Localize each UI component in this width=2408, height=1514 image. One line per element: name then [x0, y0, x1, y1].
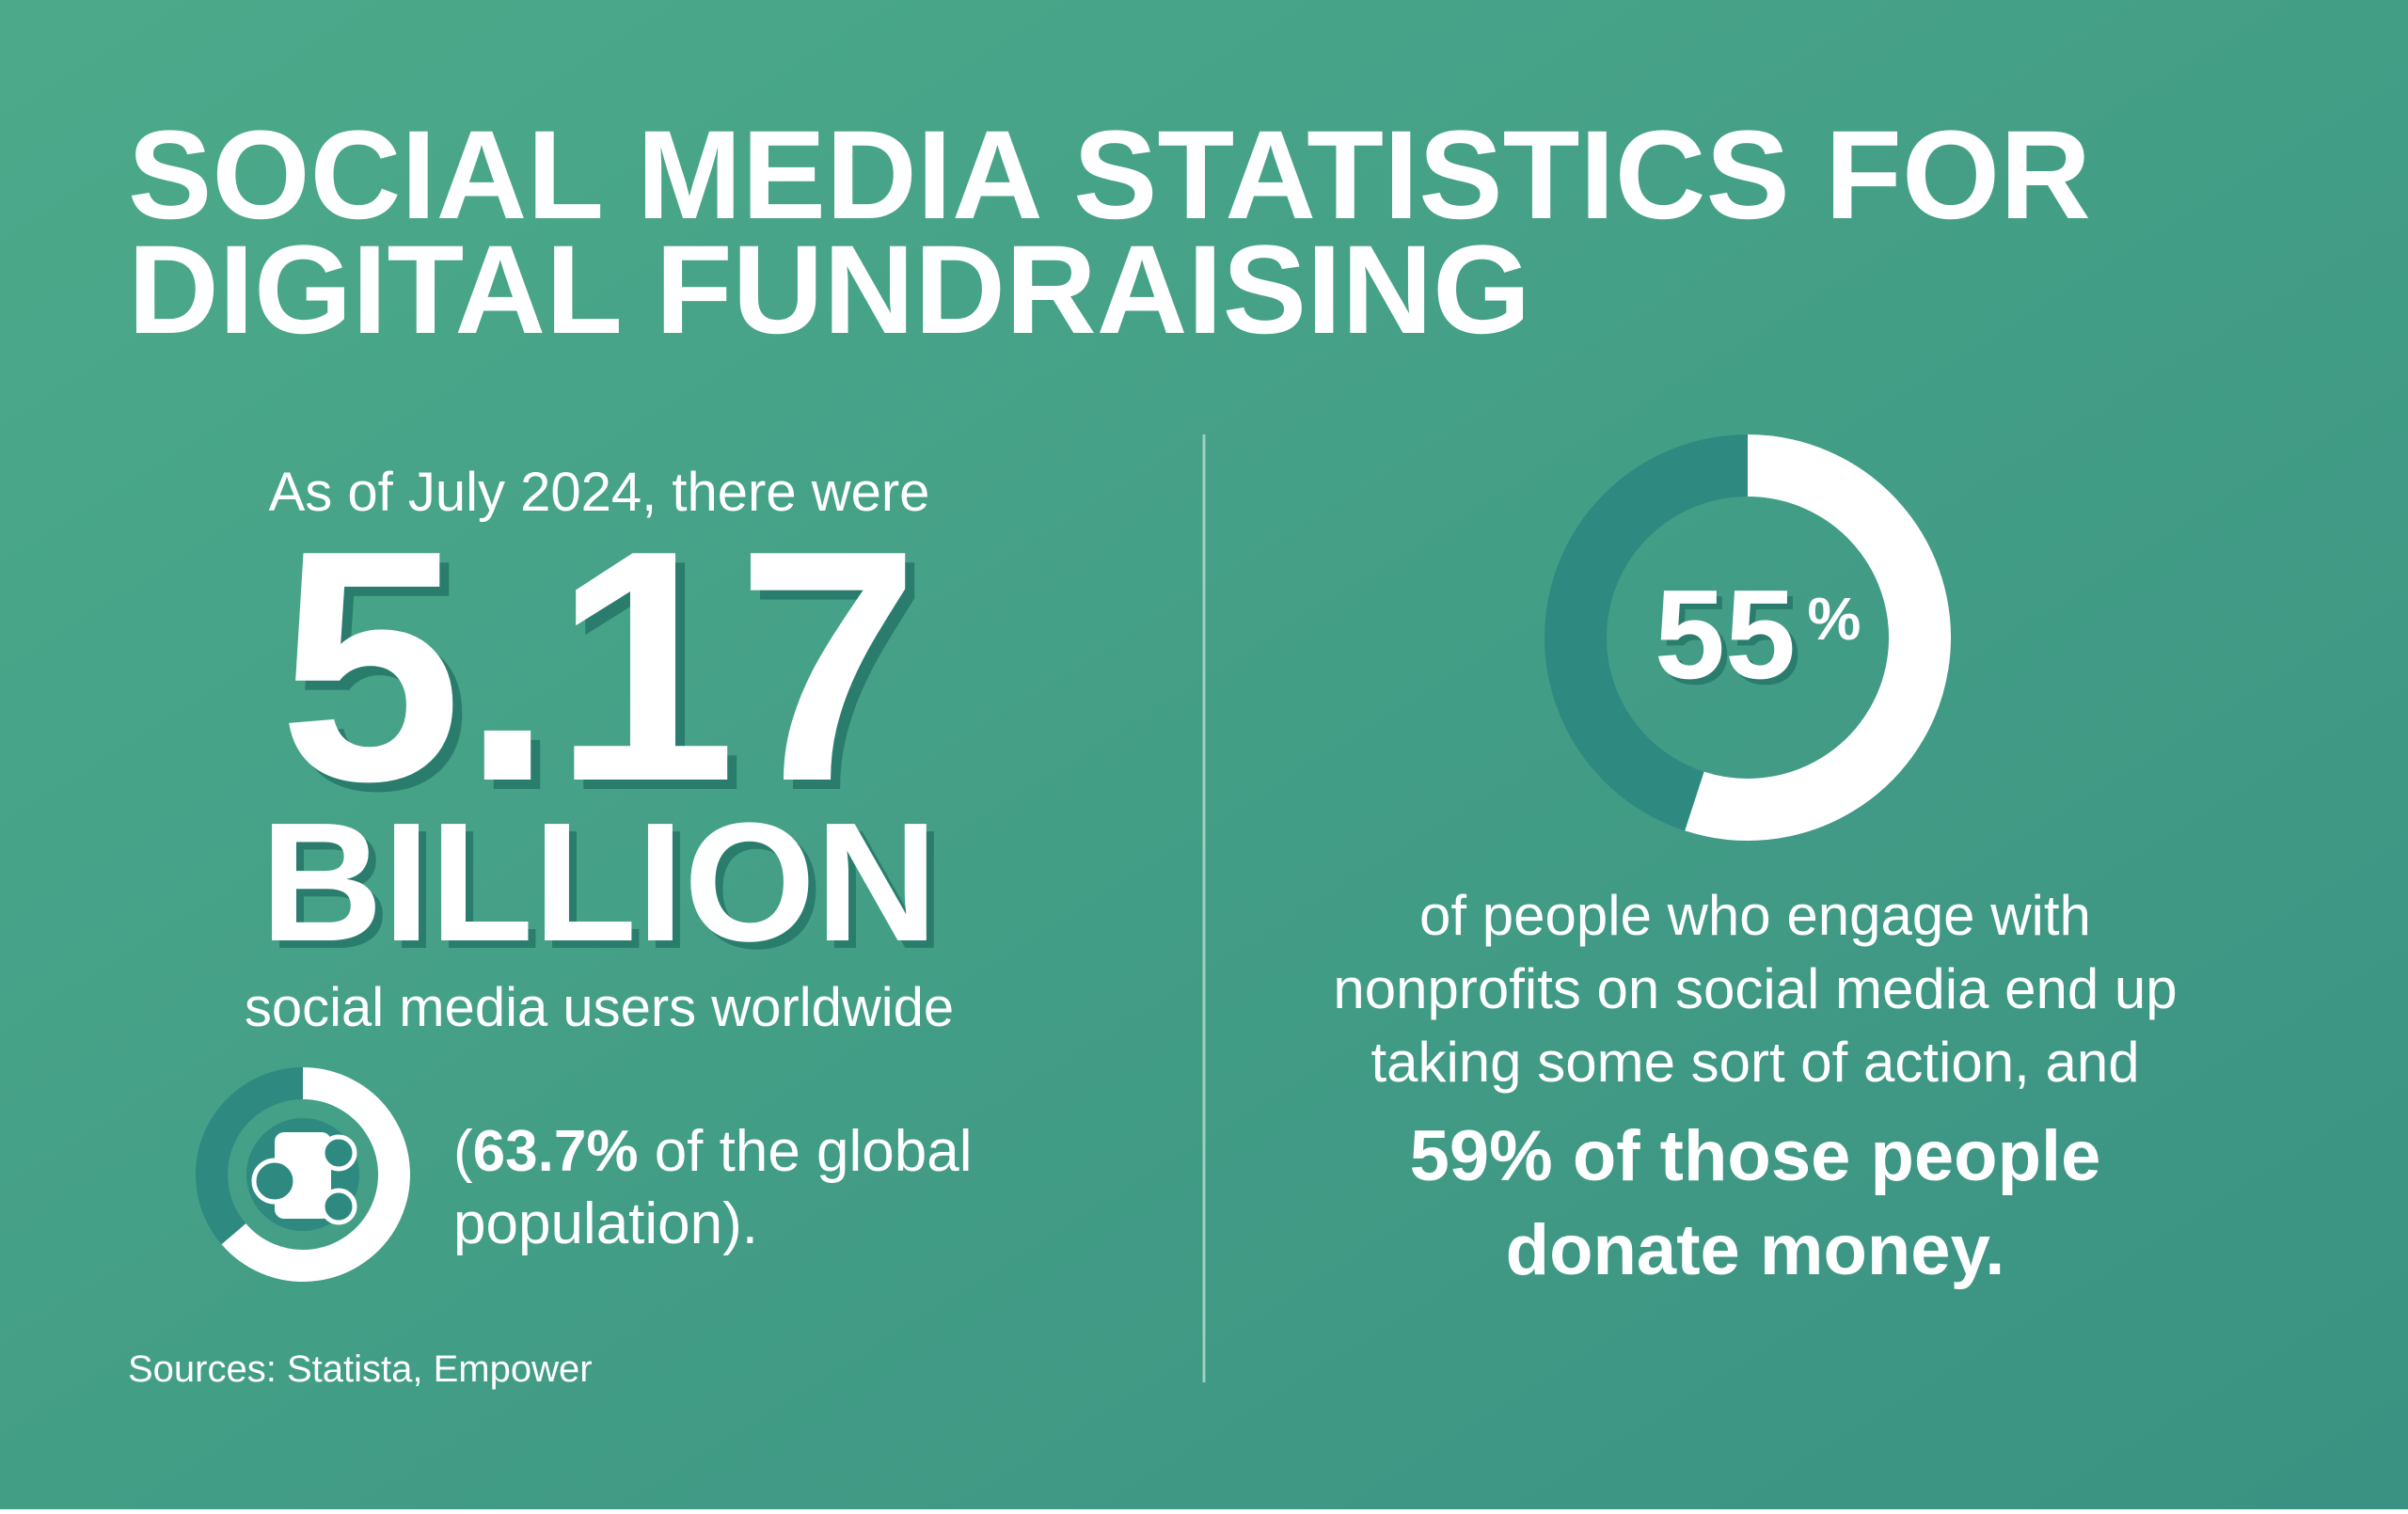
big-unit-shadow: BILLION: [268, 796, 945, 985]
percent-shadow: 55: [1660, 569, 1801, 711]
right-text: of people who engage with nonprofits on s…: [1333, 884, 2177, 1290]
body-line: of people who engage with: [1419, 884, 2091, 947]
big-donut: [1545, 434, 1951, 841]
icon-heart: [320, 1134, 357, 1172]
icon-hash: [320, 1188, 357, 1225]
donut-arc: [1685, 434, 1951, 841]
paren: (: [453, 1119, 473, 1184]
body-line: nonprofits on social media end up: [1333, 957, 2177, 1020]
intro: As of July 2024, there were: [269, 462, 930, 523]
bold-line: 59% of those people: [1410, 1116, 2101, 1196]
social-icon: [246, 1118, 359, 1231]
icon-like: [251, 1158, 298, 1205]
big-unit: BILLION: [261, 788, 938, 977]
share-label: 63.7%: [473, 1119, 639, 1184]
caption: social media users worldwide: [245, 977, 954, 1038]
population-note: (63.7% of the global: [453, 1119, 973, 1184]
population-note: population).: [453, 1191, 758, 1256]
small-donut: [196, 1067, 410, 1282]
title: DIGITAL FUNDRAISING: [128, 220, 1530, 360]
title: SOCIAL MEDIA STATISTICS FOR: [128, 105, 2091, 245]
percent: 55: [1655, 563, 1796, 705]
percent-sign: %: [1808, 585, 1861, 653]
body-line: taking some sort of action, and: [1370, 1031, 2139, 1094]
big-number: 5.17: [278, 482, 919, 850]
bold-line: donate money.: [1506, 1210, 2005, 1290]
sources: Sources: Statista, Empower: [128, 1348, 593, 1390]
big-number-shadow: 5.17: [288, 492, 928, 860]
note-text: of the global: [638, 1119, 972, 1184]
percent: 55: [1660, 569, 1801, 711]
donut-arc: [221, 1067, 410, 1282]
